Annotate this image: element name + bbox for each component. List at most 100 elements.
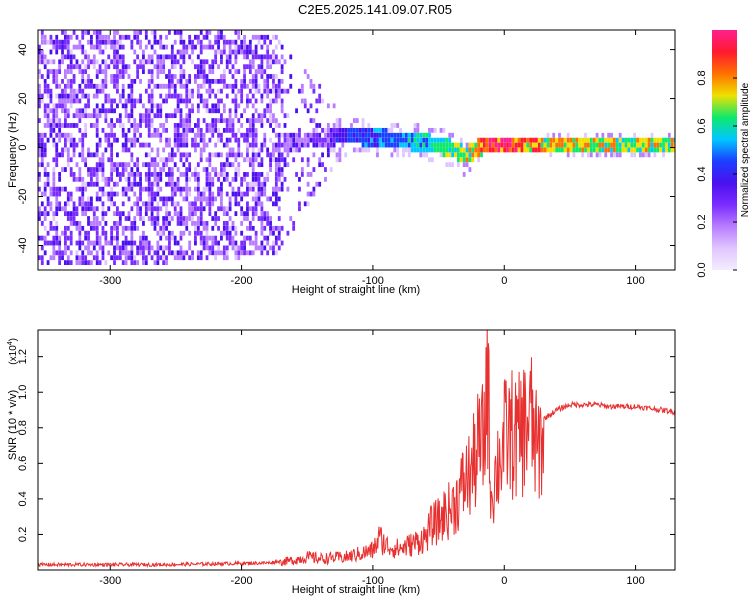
spectrogram-cell — [390, 137, 394, 143]
spectrogram-cell — [153, 191, 157, 197]
spectrogram-cell — [257, 191, 261, 197]
spectrogram-cell — [650, 132, 654, 138]
spectrogram-cell — [222, 225, 226, 231]
spectrogram-cell — [277, 186, 281, 192]
spectrogram-cell — [326, 123, 330, 128]
spectrogram-cell — [277, 167, 281, 172]
spectrogram-cell — [127, 98, 131, 104]
spectrogram-cell — [64, 88, 67, 94]
spectrogram-cell — [199, 240, 203, 246]
spectrogram-cell — [656, 147, 660, 153]
spectrogram-cell — [118, 113, 122, 119]
spectrogram-cell — [46, 59, 50, 65]
spectrogram-cell — [64, 206, 67, 212]
spectrogram-cell — [361, 123, 365, 128]
spectrogram-cell — [286, 137, 290, 143]
spectrogram-cell — [442, 142, 446, 148]
spectrogram-cell — [618, 152, 622, 158]
spectrogram-cell — [240, 83, 244, 89]
spectrogram-cell — [251, 59, 255, 65]
spectrogram-cell — [520, 147, 524, 153]
spectrogram-cell — [95, 108, 99, 114]
spectrogram-cell — [40, 221, 44, 226]
spectrogram-cell — [194, 186, 197, 192]
spectrogram-cell — [98, 64, 102, 70]
spectrogram-cell — [222, 39, 226, 45]
spectrogram-cell — [133, 118, 137, 123]
spectrogram-cell — [384, 137, 388, 143]
spectrogram-cell — [225, 142, 229, 148]
spectrogram-cell — [292, 147, 296, 153]
spectrogram-cell — [373, 142, 376, 148]
spectrogram-cell — [251, 172, 255, 177]
spectrogram-cell — [159, 157, 163, 163]
spectrogram-cell — [110, 191, 114, 197]
spectrogram-cell — [220, 191, 223, 197]
spectrogram-cell — [69, 123, 73, 128]
spectrogram-cell — [90, 206, 93, 212]
spectrogram-cell — [49, 225, 53, 231]
spectrogram-cell — [373, 132, 376, 138]
spectrogram-cell — [147, 216, 151, 221]
spectrogram-cell — [165, 34, 168, 40]
spectrogram-cell — [211, 88, 215, 94]
spectrogram-cell — [185, 88, 189, 94]
spectrogram-cell — [150, 98, 154, 104]
spectrogram-cell — [72, 206, 76, 212]
spectrogram-cell — [84, 255, 88, 261]
spectrogram-cell — [179, 132, 183, 138]
spectrogram-cell — [133, 137, 137, 143]
spectrogram-cell — [49, 88, 53, 94]
spectrogram-cell — [272, 88, 275, 94]
spectrogram-cell — [650, 142, 654, 148]
spectrogram-cell — [384, 127, 388, 133]
spectrogram-cell — [147, 142, 151, 148]
spectrogram-cell — [156, 147, 160, 153]
spectrogram-cell — [49, 34, 53, 40]
spectrogram-cell — [211, 245, 215, 251]
spectrogram-cell — [64, 30, 67, 35]
spectrogram-cell — [110, 147, 114, 153]
spectrogram-cell — [644, 142, 648, 148]
spectrogram-cell — [214, 152, 218, 158]
spectrogram-cell — [38, 69, 41, 74]
spectrogram-cell — [607, 142, 611, 148]
spectrogram-cell — [61, 123, 64, 128]
spectrogram-cell — [153, 206, 157, 212]
spectrogram-cell — [220, 181, 223, 187]
spectrogram-cell — [260, 54, 264, 60]
spectrogram-cell — [170, 59, 174, 65]
spectrogram-cell — [64, 167, 67, 172]
spectrogram-cell — [303, 137, 307, 143]
spectrogram-cell — [84, 108, 88, 114]
spectrogram-cell — [237, 44, 241, 50]
spectrogram-cell — [214, 78, 218, 84]
spectrogram-cell — [121, 211, 125, 217]
spectrogram-cell — [263, 54, 267, 60]
spectrogram-cell — [260, 44, 264, 50]
spectrogram-cell — [165, 211, 168, 217]
snr-series-line — [38, 330, 675, 569]
spectrogram-cell — [69, 103, 73, 109]
spectrogram-cell — [52, 172, 56, 177]
spectrogram-cell — [581, 147, 585, 153]
spectrogram-cell — [289, 132, 293, 138]
spectrogram-cell — [381, 132, 385, 138]
spectrogram-cell — [124, 137, 128, 143]
spectrogram-cell — [494, 147, 498, 153]
spectrogram-cell — [98, 186, 102, 192]
spectrogram-cell — [659, 137, 663, 143]
spectrogram-cell — [40, 54, 44, 60]
spectrogram-cell — [49, 132, 53, 138]
spectrogram-cell — [191, 49, 194, 55]
spectrogram-cell — [214, 211, 218, 217]
snr-y-ticks: 0.20.40.60.81.01.2 — [17, 349, 675, 542]
spectrogram-cell — [72, 54, 76, 60]
spectrogram-cell — [95, 181, 99, 187]
spectrogram-cell — [144, 88, 148, 94]
spectrogram-cell — [55, 162, 59, 168]
spectrogram-cell — [217, 118, 220, 123]
spectrogram-cell — [601, 142, 605, 148]
spectrogram-cell — [402, 142, 405, 148]
spectrogram-cell — [75, 221, 79, 226]
